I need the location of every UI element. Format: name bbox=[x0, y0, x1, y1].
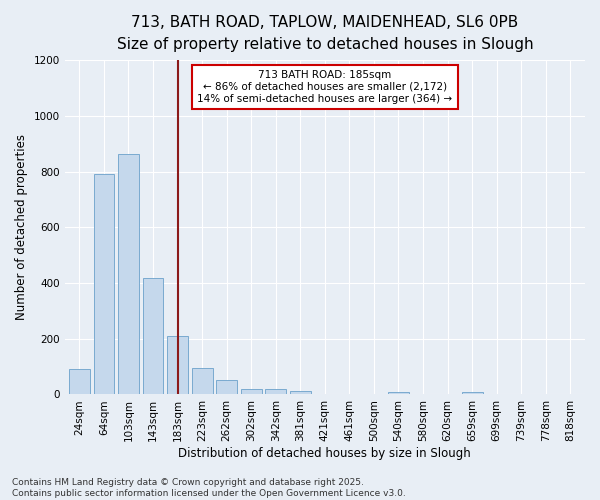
Bar bbox=[167, 336, 188, 394]
Bar bbox=[143, 278, 163, 394]
Bar bbox=[461, 392, 482, 394]
Y-axis label: Number of detached properties: Number of detached properties bbox=[15, 134, 28, 320]
Bar bbox=[216, 380, 237, 394]
Bar bbox=[241, 389, 262, 394]
X-axis label: Distribution of detached houses by size in Slough: Distribution of detached houses by size … bbox=[178, 447, 471, 460]
Bar bbox=[290, 391, 311, 394]
Title: 713, BATH ROAD, TAPLOW, MAIDENHEAD, SL6 0PB
Size of property relative to detache: 713, BATH ROAD, TAPLOW, MAIDENHEAD, SL6 … bbox=[116, 15, 533, 52]
Bar bbox=[388, 392, 409, 394]
Text: 713 BATH ROAD: 185sqm
← 86% of detached houses are smaller (2,172)
14% of semi-d: 713 BATH ROAD: 185sqm ← 86% of detached … bbox=[197, 70, 452, 104]
Bar bbox=[69, 370, 90, 394]
Bar bbox=[94, 174, 115, 394]
Bar bbox=[191, 368, 212, 394]
Bar bbox=[265, 389, 286, 394]
Bar bbox=[118, 154, 139, 394]
Text: Contains HM Land Registry data © Crown copyright and database right 2025.
Contai: Contains HM Land Registry data © Crown c… bbox=[12, 478, 406, 498]
